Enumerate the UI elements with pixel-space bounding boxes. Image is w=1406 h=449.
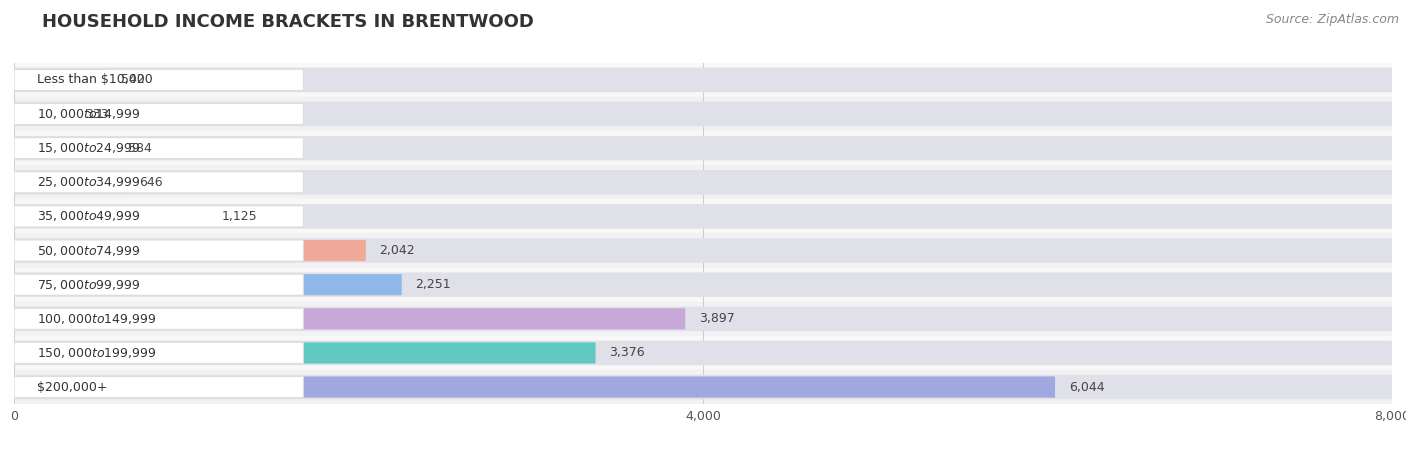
FancyBboxPatch shape [14,376,304,398]
Text: Less than $10,000: Less than $10,000 [37,74,153,86]
FancyBboxPatch shape [14,170,1392,194]
FancyBboxPatch shape [14,206,208,227]
FancyBboxPatch shape [14,307,1392,331]
FancyBboxPatch shape [14,273,1392,297]
Bar [14,268,1392,302]
FancyBboxPatch shape [14,137,304,159]
FancyBboxPatch shape [14,68,1392,92]
Text: $25,000 to $34,999: $25,000 to $34,999 [37,175,141,189]
FancyBboxPatch shape [14,204,1392,229]
Text: 2,042: 2,042 [380,244,415,257]
FancyBboxPatch shape [14,136,1392,160]
FancyBboxPatch shape [14,274,304,295]
Text: 6,044: 6,044 [1069,381,1105,393]
Text: 3,376: 3,376 [609,347,645,359]
FancyBboxPatch shape [14,103,72,125]
Text: 646: 646 [139,176,163,189]
Bar [14,97,1392,131]
FancyBboxPatch shape [14,375,1392,399]
FancyBboxPatch shape [14,240,366,261]
FancyBboxPatch shape [14,341,1392,365]
Text: $50,000 to $74,999: $50,000 to $74,999 [37,243,141,258]
FancyBboxPatch shape [14,172,304,193]
FancyBboxPatch shape [14,238,1392,263]
Bar [14,131,1392,165]
FancyBboxPatch shape [14,308,685,330]
Text: 542: 542 [121,74,145,86]
Text: HOUSEHOLD INCOME BRACKETS IN BRENTWOOD: HOUSEHOLD INCOME BRACKETS IN BRENTWOOD [42,13,534,31]
Bar [14,63,1392,97]
Text: 3,897: 3,897 [699,313,735,325]
Text: $150,000 to $199,999: $150,000 to $199,999 [37,346,156,360]
FancyBboxPatch shape [14,206,304,227]
Bar [14,336,1392,370]
FancyBboxPatch shape [14,274,402,295]
FancyBboxPatch shape [14,376,1054,398]
Text: 333: 333 [86,108,108,120]
Text: 584: 584 [128,142,152,154]
FancyBboxPatch shape [14,240,304,261]
Text: $100,000 to $149,999: $100,000 to $149,999 [37,312,156,326]
Text: 2,251: 2,251 [416,278,451,291]
Bar [14,302,1392,336]
Bar [14,370,1392,404]
Text: $15,000 to $24,999: $15,000 to $24,999 [37,141,141,155]
Text: $10,000 to $14,999: $10,000 to $14,999 [37,107,141,121]
FancyBboxPatch shape [14,342,304,364]
FancyBboxPatch shape [14,342,596,364]
Bar [14,165,1392,199]
FancyBboxPatch shape [14,103,304,125]
FancyBboxPatch shape [14,102,1392,126]
FancyBboxPatch shape [14,172,125,193]
Text: 1,125: 1,125 [222,210,257,223]
Text: $35,000 to $49,999: $35,000 to $49,999 [37,209,141,224]
FancyBboxPatch shape [14,69,304,91]
FancyBboxPatch shape [14,137,115,159]
FancyBboxPatch shape [14,69,107,91]
Text: $75,000 to $99,999: $75,000 to $99,999 [37,277,141,292]
Text: Source: ZipAtlas.com: Source: ZipAtlas.com [1265,13,1399,26]
FancyBboxPatch shape [14,308,304,330]
Bar [14,199,1392,233]
Text: $200,000+: $200,000+ [37,381,108,393]
Bar [14,233,1392,268]
